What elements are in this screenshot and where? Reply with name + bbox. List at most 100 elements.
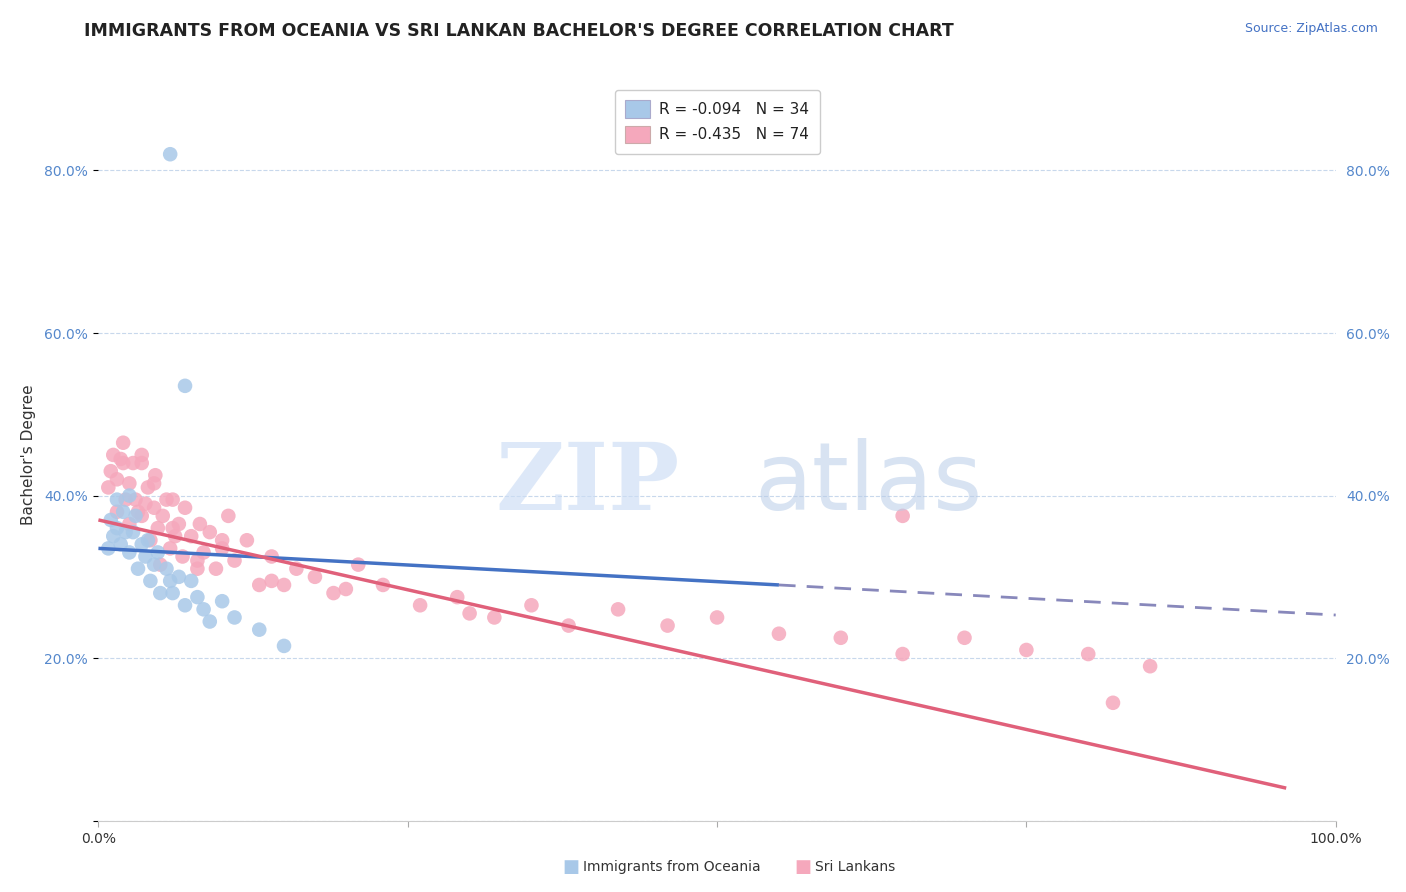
Point	[146, 521, 169, 535]
Point	[103, 529, 125, 543]
Point	[167, 570, 190, 584]
Point	[273, 639, 295, 653]
Point	[211, 541, 233, 556]
Point	[143, 500, 166, 515]
Point	[304, 570, 326, 584]
Point	[198, 615, 221, 629]
Point	[112, 435, 135, 450]
Point	[1077, 647, 1099, 661]
Point	[273, 578, 295, 592]
Y-axis label: Bachelor's Degree: Bachelor's Degree	[21, 384, 35, 525]
Point	[159, 541, 181, 556]
Point	[155, 492, 177, 507]
Point	[484, 610, 506, 624]
Point	[1139, 659, 1161, 673]
Point	[143, 468, 166, 483]
Point	[830, 631, 852, 645]
Point	[768, 626, 790, 640]
Point	[131, 456, 153, 470]
Point	[103, 448, 125, 462]
Point	[217, 508, 239, 523]
Point	[167, 516, 190, 531]
Point	[162, 521, 184, 535]
Point	[371, 578, 394, 592]
Text: ZIP: ZIP	[496, 439, 681, 529]
Point	[953, 631, 976, 645]
Point	[143, 558, 166, 572]
Point	[105, 472, 128, 486]
Point	[131, 508, 153, 523]
Point	[180, 529, 202, 543]
Point	[260, 549, 283, 564]
Point	[260, 574, 283, 588]
Point	[105, 492, 128, 507]
Point	[159, 574, 181, 588]
Point	[131, 537, 153, 551]
Point	[198, 525, 221, 540]
Point	[211, 594, 233, 608]
Point	[131, 448, 153, 462]
Point	[139, 533, 162, 548]
Point	[891, 508, 914, 523]
Point	[188, 516, 211, 531]
Point	[105, 505, 128, 519]
Text: Source: ZipAtlas.com: Source: ZipAtlas.com	[1244, 22, 1378, 36]
Point	[205, 562, 228, 576]
Point	[143, 476, 166, 491]
Point	[520, 599, 543, 613]
Point	[112, 505, 135, 519]
Point	[146, 545, 169, 559]
Point	[186, 562, 208, 576]
Point	[347, 558, 370, 572]
Point	[124, 492, 146, 507]
Point	[159, 147, 181, 161]
Point	[162, 492, 184, 507]
Point	[165, 529, 187, 543]
Point	[607, 602, 630, 616]
Point	[322, 586, 344, 600]
Point	[114, 492, 136, 507]
Point	[136, 480, 159, 494]
Point	[155, 562, 177, 576]
Point	[657, 618, 679, 632]
Point	[122, 456, 145, 470]
Point	[174, 599, 197, 613]
Point	[97, 541, 120, 556]
Point	[149, 558, 172, 572]
Point	[247, 623, 270, 637]
Point	[236, 533, 259, 548]
Point	[127, 562, 149, 576]
Point	[97, 480, 120, 494]
Point	[446, 590, 468, 604]
Text: Immigrants from Oceania: Immigrants from Oceania	[583, 860, 761, 874]
Point	[162, 586, 184, 600]
Point	[706, 610, 728, 624]
Point	[1102, 696, 1125, 710]
Point	[105, 521, 128, 535]
Point	[112, 456, 135, 470]
Point	[247, 578, 270, 592]
Text: Sri Lankans: Sri Lankans	[815, 860, 896, 874]
Point	[557, 618, 579, 632]
Point	[139, 574, 162, 588]
Point	[134, 497, 156, 511]
Point	[136, 533, 159, 548]
Point	[335, 582, 357, 596]
Point	[118, 476, 141, 491]
Text: ■: ■	[794, 858, 811, 876]
Point	[211, 533, 233, 548]
Point	[1015, 643, 1038, 657]
Point	[134, 549, 156, 564]
Point	[409, 599, 432, 613]
Point	[186, 590, 208, 604]
Point	[118, 516, 141, 531]
Point	[118, 545, 141, 559]
Point	[152, 508, 174, 523]
Point	[224, 553, 246, 567]
Text: atlas: atlas	[754, 438, 983, 530]
Legend: R = -0.094   N = 34, R = -0.435   N = 74: R = -0.094 N = 34, R = -0.435 N = 74	[614, 89, 820, 153]
Point	[186, 553, 208, 567]
Point	[110, 537, 132, 551]
Point	[193, 545, 215, 559]
Point	[285, 562, 308, 576]
